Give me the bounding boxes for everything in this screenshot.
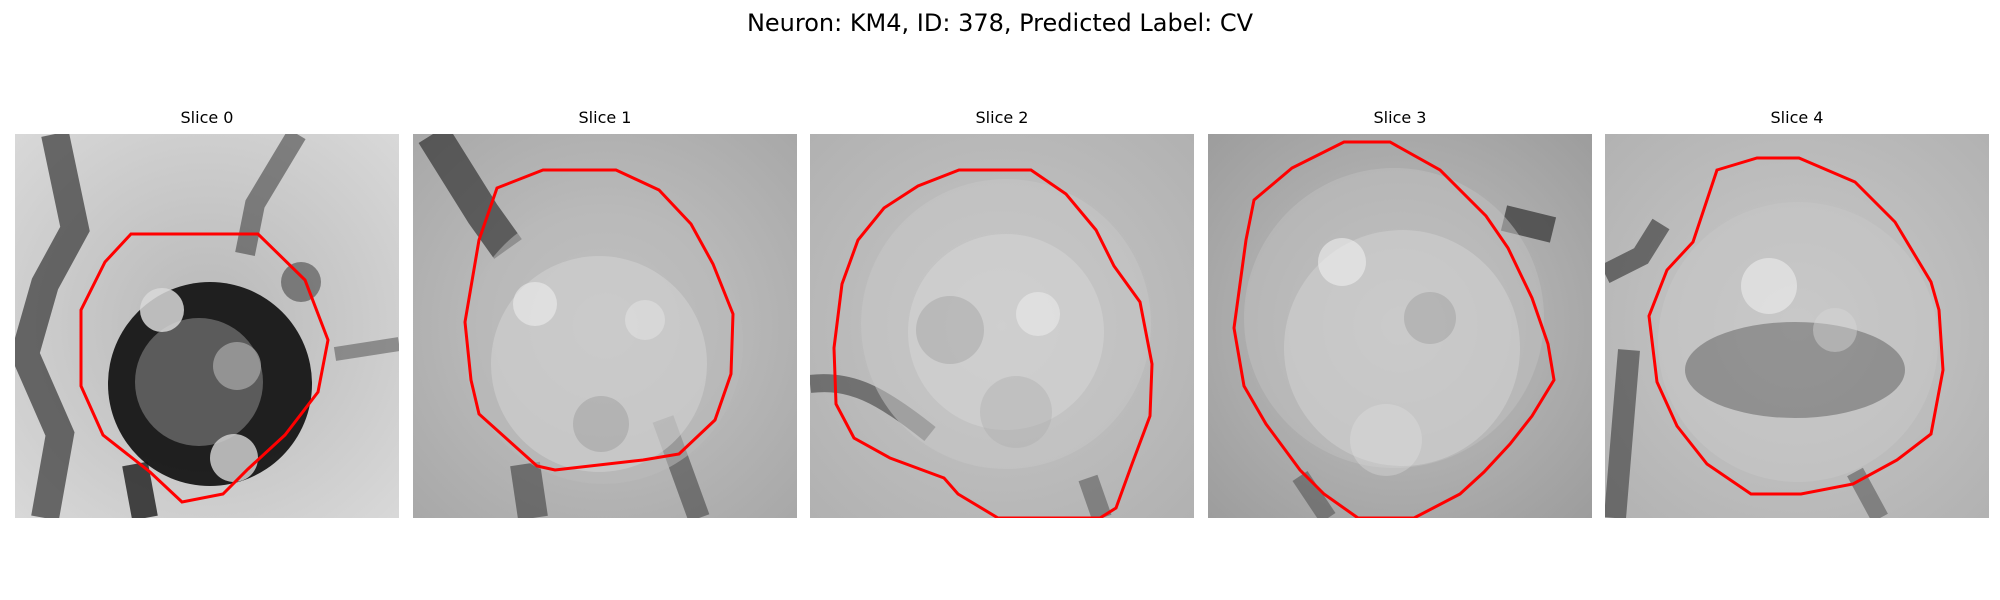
slice-svg-1 — [413, 134, 797, 518]
slice-svg-4 — [1605, 134, 1989, 518]
slice-panel-2: Slice 2 — [810, 108, 1194, 518]
texture-spot — [1318, 238, 1366, 286]
slice-svg-0 — [15, 134, 399, 518]
texture-spot — [1741, 258, 1797, 314]
slice-title-0: Slice 0 — [180, 108, 234, 127]
texture-spot — [213, 342, 261, 390]
texture-spot — [980, 376, 1052, 448]
cell-body-core — [908, 234, 1104, 430]
texture-spot — [281, 262, 321, 302]
texture-spot — [513, 282, 557, 326]
texture-spot — [1685, 322, 1905, 418]
membrane-shadow — [1500, 205, 1557, 243]
slice-panel-3: Slice 3 — [1208, 108, 1592, 518]
membrane-shadow — [1078, 474, 1112, 518]
slice-contour-4 — [1647, 156, 1945, 496]
texture-spot — [140, 288, 184, 332]
texture-spot — [1350, 404, 1422, 476]
slice-contour-2 — [832, 168, 1154, 518]
slice-title-1: Slice 1 — [578, 108, 632, 127]
slice-title-3: Slice 3 — [1373, 108, 1427, 127]
slice-contour-3 — [1232, 140, 1556, 518]
slice-contour-1 — [463, 168, 735, 472]
slice-panel-4: Slice 4 — [1605, 108, 1989, 518]
cell-body-core — [1284, 230, 1520, 466]
cell-body — [1658, 202, 1938, 482]
membrane-shadow — [510, 461, 548, 518]
texture-spot — [210, 434, 258, 482]
slice-image-2 — [810, 134, 1194, 518]
membrane-shadow — [15, 134, 90, 518]
figure-title: Neuron: KM4, ID: 378, Predicted Label: C… — [746, 9, 1254, 37]
membrane-shadow — [418, 134, 522, 259]
slice-image-3 — [1208, 134, 1592, 518]
slice-image-0 — [15, 134, 399, 518]
slice-contour-0 — [79, 232, 330, 504]
membrane-shadow — [235, 134, 306, 256]
slice-image-1 — [413, 134, 797, 518]
membrane-shadow — [1292, 471, 1336, 518]
slice-svg-2 — [810, 134, 1194, 518]
texture-spot — [916, 296, 984, 364]
membrane-shadow — [1605, 349, 1640, 518]
slice-svg-3 — [1208, 134, 1592, 518]
slice-panel-1: Slice 1 — [413, 108, 797, 518]
membrane-shadow — [1605, 218, 1670, 283]
membrane-shadow — [122, 461, 158, 518]
slice-image-4 — [1605, 134, 1989, 518]
slice-title-4: Slice 4 — [1770, 108, 1824, 127]
texture-spot — [1016, 292, 1060, 336]
membrane-shadow — [333, 337, 399, 361]
slice-panel-0: Slice 0 — [15, 108, 399, 518]
texture-spot — [625, 300, 665, 340]
texture-spot — [573, 396, 629, 452]
texture-spot — [1813, 308, 1857, 352]
slice-title-2: Slice 2 — [975, 108, 1029, 127]
texture-spot — [1404, 292, 1456, 344]
